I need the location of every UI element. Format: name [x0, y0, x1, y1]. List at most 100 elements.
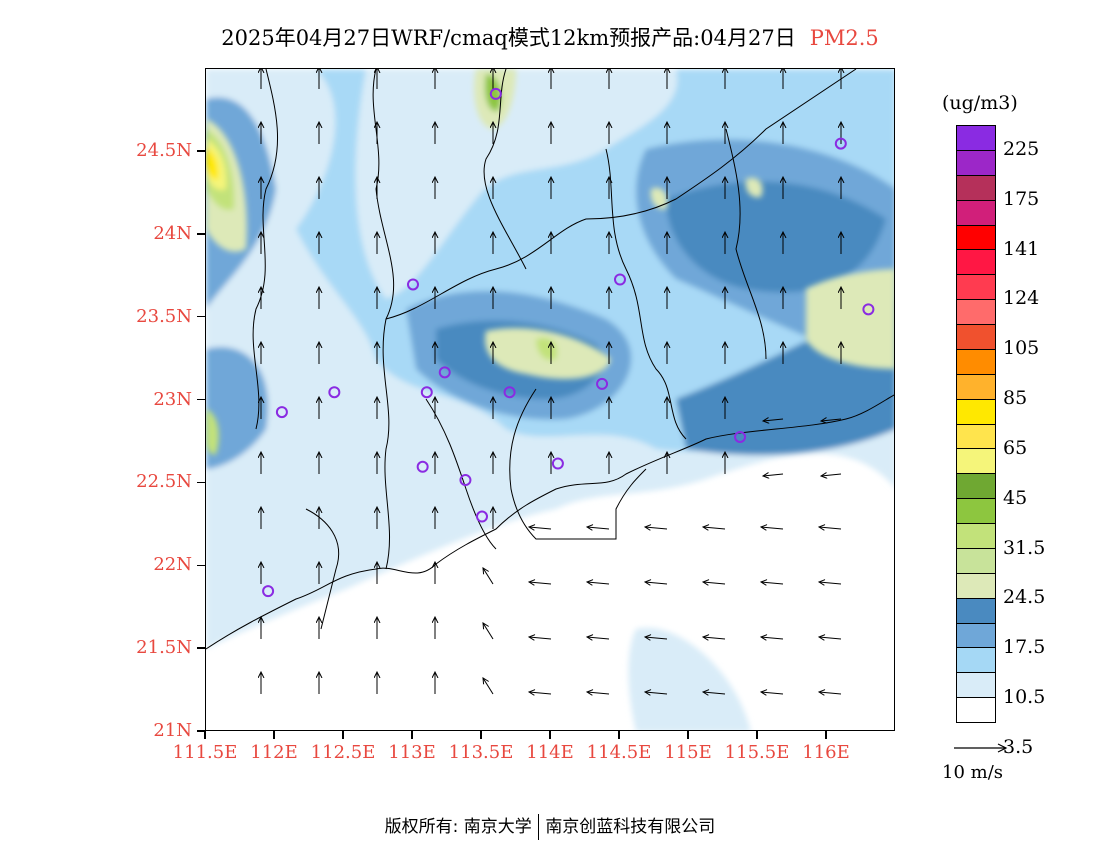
station-marker[interactable] — [420, 386, 433, 399]
wind-arrow — [529, 637, 552, 639]
station-marker[interactable] — [438, 366, 451, 379]
wind-arrow — [587, 527, 610, 529]
station-marker[interactable] — [734, 430, 747, 443]
wind-arrow — [587, 582, 610, 584]
colorbar — [956, 125, 996, 723]
high-concentration-blobs — [206, 69, 894, 455]
colorbar-swatch — [957, 126, 995, 151]
wind-arrow — [529, 692, 552, 694]
lon-tick — [411, 731, 413, 739]
reference-wind-arrow — [954, 743, 1008, 753]
lat-tick — [197, 564, 205, 566]
wind-arrow — [483, 568, 494, 585]
colorbar-tick-label: 17.5 — [1003, 636, 1046, 659]
colorbar-swatch — [957, 673, 995, 699]
boundary-lines — [206, 69, 894, 650]
lat-label: 23N — [153, 388, 192, 410]
colorbar-swatch — [957, 648, 995, 674]
wind-arrow — [821, 419, 842, 421]
wind-arrow — [703, 527, 726, 529]
colorbar-tick-label: 124 — [1003, 287, 1040, 310]
station-marker[interactable] — [275, 406, 288, 419]
wind-arrow — [763, 474, 784, 476]
wind-arrow — [645, 527, 668, 529]
colorbar-swatch — [957, 499, 995, 524]
station-marker[interactable] — [596, 377, 609, 390]
reference-wind-label: 10 m/s — [942, 762, 1003, 783]
wind-vectors — [261, 69, 841, 694]
wind-arrow — [763, 419, 784, 421]
station-marker[interactable] — [262, 585, 275, 598]
colorbar-swatch — [957, 300, 995, 325]
lat-label: 21.5N — [136, 637, 192, 659]
colorbar-tick-label: 141 — [1003, 237, 1040, 260]
footer: 版权所有: 南京大学 南京创蓝科技有限公司 — [0, 812, 1100, 840]
colorbar-tick-label: 3.5 — [1003, 735, 1034, 758]
station-marker[interactable] — [407, 278, 419, 291]
colorbar-swatch — [957, 200, 995, 226]
colorbar-tick-label: 31.5 — [1003, 536, 1046, 559]
colorbar-tick-label: 105 — [1003, 337, 1040, 360]
station-marker[interactable] — [551, 457, 564, 470]
lat-label: 24.5N — [136, 139, 192, 161]
lat-tick — [197, 647, 205, 649]
colorbar-tick-label: 85 — [1003, 387, 1028, 410]
lon-tick — [549, 731, 551, 739]
lat-label: 22N — [153, 554, 192, 576]
wind-arrow — [529, 582, 552, 584]
wind-arrow — [819, 527, 842, 529]
station-marker[interactable] — [834, 137, 847, 150]
lon-tick — [273, 731, 275, 739]
station-marker[interactable] — [614, 273, 626, 286]
wind-arrow — [761, 637, 784, 639]
lat-tick — [197, 233, 205, 235]
lon-label: 112.5E — [310, 742, 376, 763]
station-marker[interactable] — [503, 386, 516, 399]
lat-tick — [197, 398, 205, 401]
colorbar-tick-label: 24.5 — [1003, 586, 1046, 609]
colorbar-swatch — [957, 573, 995, 599]
lon-label: 114E — [526, 742, 574, 763]
lon-tick — [687, 731, 689, 739]
monitoring-stations — [262, 87, 875, 598]
wind-arrow — [645, 582, 668, 584]
lat-tick — [197, 150, 205, 152]
wind-arrow — [587, 692, 610, 694]
colorbar-swatch — [957, 325, 995, 350]
colorbar-swatch — [957, 698, 995, 722]
lon-label: 114.5E — [586, 742, 652, 763]
lat-label: 24N — [153, 222, 192, 244]
wind-arrow — [819, 692, 842, 694]
station-marker[interactable] — [862, 303, 875, 316]
lon-label: 113E — [388, 742, 436, 763]
title-text: 2025年04月27日WRF/cmaq模式12km预报产品:04月27日 — [221, 26, 796, 50]
lon-tick — [618, 731, 620, 739]
wind-arrow — [821, 474, 842, 476]
colorbar-swatch — [957, 474, 995, 500]
lon-tick — [480, 731, 482, 739]
pollutant-label: PM2.5 — [809, 26, 879, 50]
station-marker[interactable] — [489, 87, 502, 100]
chart-title: 2025年04月27日WRF/cmaq模式12km预报产品:04月27日 PM2.… — [0, 22, 1100, 52]
wind-arrow — [761, 692, 784, 694]
lon-label: 111.5E — [172, 742, 238, 763]
station-marker[interactable] — [459, 474, 472, 487]
pollution-map — [206, 69, 894, 730]
map-panel[interactable] — [205, 68, 895, 731]
colorbar-swatch — [957, 225, 995, 251]
colorbar-swatch — [957, 275, 995, 301]
colorbar-swatch — [957, 150, 995, 176]
colorbar-tick-label: 10.5 — [1003, 686, 1046, 709]
lat-tick — [197, 730, 205, 732]
station-marker[interactable] — [476, 510, 488, 523]
colorbar-swatch — [957, 374, 995, 400]
lon-label: 112E — [250, 742, 298, 763]
colorbar-swatch — [957, 250, 995, 276]
wind-arrow — [819, 582, 842, 584]
wind-arrow — [703, 637, 726, 639]
wind-arrow — [761, 527, 784, 529]
wind-arrow — [703, 582, 726, 584]
station-marker[interactable] — [416, 460, 429, 473]
station-marker[interactable] — [328, 386, 341, 399]
footer-divider — [537, 814, 540, 840]
